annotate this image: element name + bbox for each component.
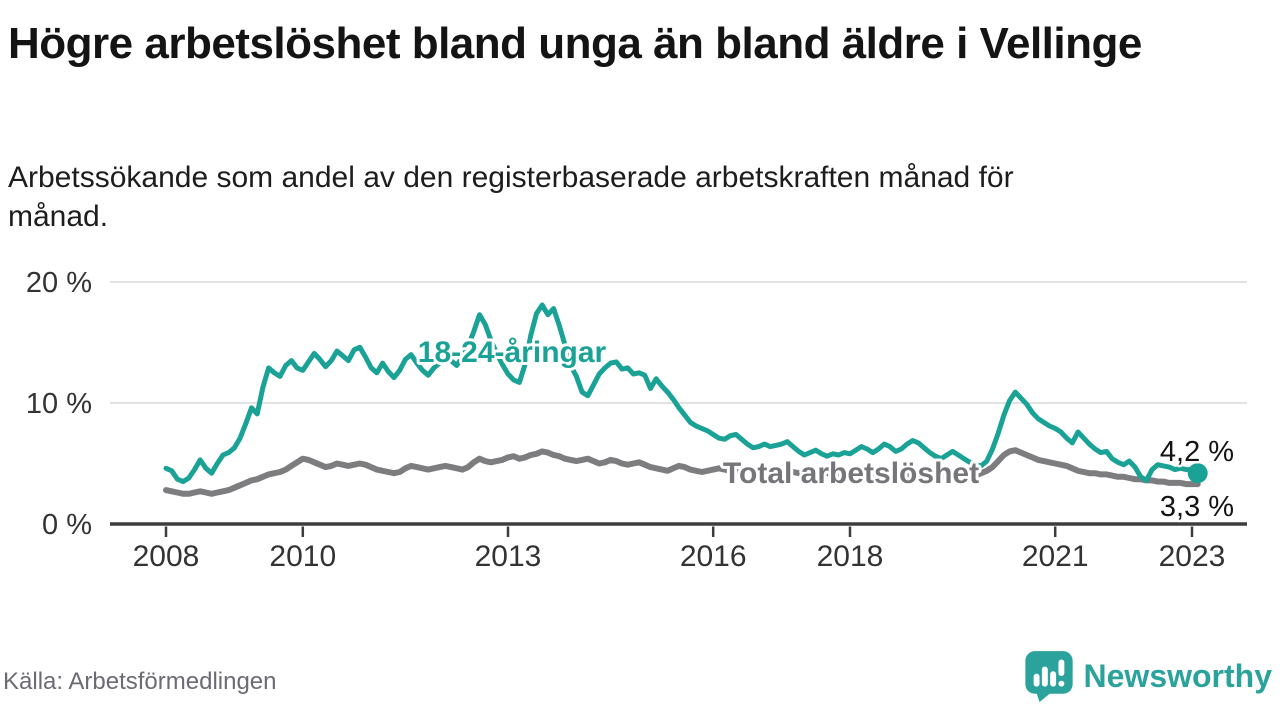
x-tick-label-2018: 2018: [817, 540, 884, 573]
series-end-dot-18-24-ringar: [1187, 463, 1208, 484]
newsworthy-logo-text: Newsworthy: [1083, 657, 1272, 694]
chart-title: Högre arbetslöshet bland unga än bland ä…: [8, 19, 1142, 68]
y-tick-label-0: 0 %: [42, 509, 92, 541]
chart-subtitle: Arbetssökande som andel av den registerb…: [8, 161, 1014, 233]
series-label-total-arbetsl-shet: Total arbetslöshet: [723, 457, 979, 490]
newsworthy-logo-icon: [1024, 651, 1073, 702]
newsworthy-logo[interactable]: Newsworthy: [1024, 650, 1272, 702]
x-tick-label-2016: 2016: [680, 540, 747, 573]
x-tick-label-2010: 2010: [269, 540, 336, 573]
x-tick-label-2023: 2023: [1159, 540, 1226, 573]
source-note: Källa: Arbetsförmedlingen: [3, 668, 277, 695]
logo-bubble-tail: [1035, 691, 1053, 702]
logo-bar-2: [1041, 666, 1048, 687]
logo-exclamation-dot: [1057, 680, 1064, 687]
y-tick-label-10: 10 %: [26, 388, 92, 420]
logo-exclamation-bar: [1057, 659, 1064, 676]
series-line-18-24-ringar: [163, 302, 1201, 485]
end-value-label-18-24-ringar: 4,2 %: [1160, 436, 1234, 468]
logo-bar-1: [1033, 673, 1040, 687]
series-line-total-arbetsl-shet: [163, 447, 1201, 497]
x-tick-label-2008: 2008: [133, 540, 200, 573]
series-label-18-24-ringar: 18-24-åringar: [418, 336, 607, 369]
y-tick-label-20: 20 %: [26, 267, 92, 299]
x-tick-label-2021: 2021: [1022, 540, 1089, 573]
logo-bubble: [1024, 651, 1073, 694]
end-value-label-total-arbetsl-shet: 3,3 %: [1160, 491, 1234, 523]
x-tick-label-2013: 2013: [475, 540, 542, 573]
logo-bar-3: [1049, 671, 1056, 687]
